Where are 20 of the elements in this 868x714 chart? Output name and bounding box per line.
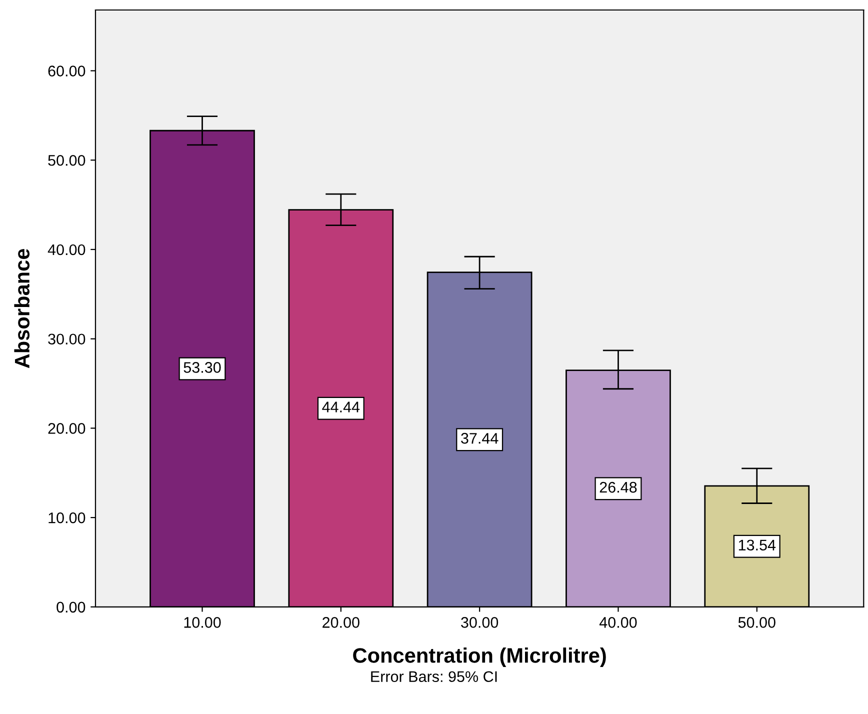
x-tick-label: 50.00 — [738, 617, 776, 628]
y-tick-label: 50.00 — [48, 154, 86, 166]
y-axis-title: Absorbance — [14, 248, 30, 368]
text: Error Bars: 95% CI — [371, 671, 497, 682]
x-tick-label: 40.00 — [599, 617, 637, 628]
y-tick-label: 60.00 — [48, 66, 86, 76]
y-tick-label: 30.00 — [48, 334, 86, 345]
data-label: 13.54 — [738, 540, 776, 551]
x-axis-title: Concentration (Microlitre) — [353, 648, 606, 667]
data-label: 44.44 — [322, 402, 360, 412]
y-tick-label: 20.00 — [48, 423, 86, 434]
data-label: 53.30 — [184, 362, 221, 373]
data-label: 26.48 — [600, 482, 637, 493]
x-tick-label: 30.00 — [461, 617, 498, 628]
x-tick-label: 10.00 — [184, 617, 221, 628]
y-tick-label: 10.00 — [48, 512, 86, 524]
data-label: 37.44 — [461, 432, 498, 444]
y-tick-label: 0.00 — [56, 602, 86, 613]
y-tick-label: 40.00 — [48, 244, 86, 256]
x-tick-label: 20.00 — [322, 617, 360, 628]
